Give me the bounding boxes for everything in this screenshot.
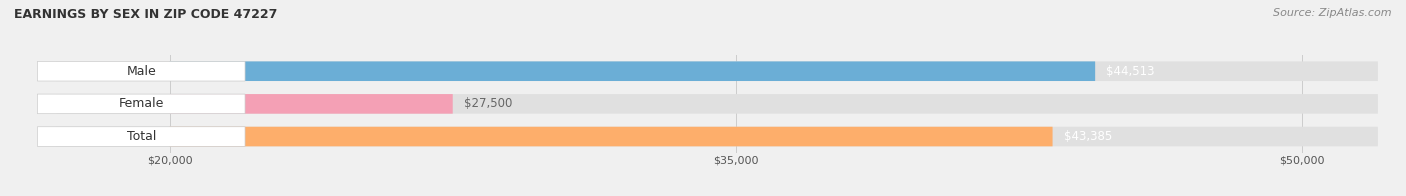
- Text: Female: Female: [118, 97, 165, 110]
- FancyBboxPatch shape: [170, 61, 1095, 81]
- FancyBboxPatch shape: [56, 94, 1378, 114]
- Text: EARNINGS BY SEX IN ZIP CODE 47227: EARNINGS BY SEX IN ZIP CODE 47227: [14, 8, 277, 21]
- Text: $27,500: $27,500: [464, 97, 512, 110]
- Text: Male: Male: [127, 65, 156, 78]
- FancyBboxPatch shape: [170, 127, 1053, 146]
- FancyBboxPatch shape: [38, 127, 245, 146]
- FancyBboxPatch shape: [170, 94, 453, 114]
- FancyBboxPatch shape: [56, 61, 1378, 81]
- FancyBboxPatch shape: [38, 61, 245, 81]
- FancyBboxPatch shape: [56, 127, 1378, 146]
- FancyBboxPatch shape: [38, 94, 245, 114]
- Text: Total: Total: [127, 130, 156, 143]
- Text: $44,513: $44,513: [1107, 65, 1154, 78]
- Text: $43,385: $43,385: [1064, 130, 1112, 143]
- Text: Source: ZipAtlas.com: Source: ZipAtlas.com: [1274, 8, 1392, 18]
